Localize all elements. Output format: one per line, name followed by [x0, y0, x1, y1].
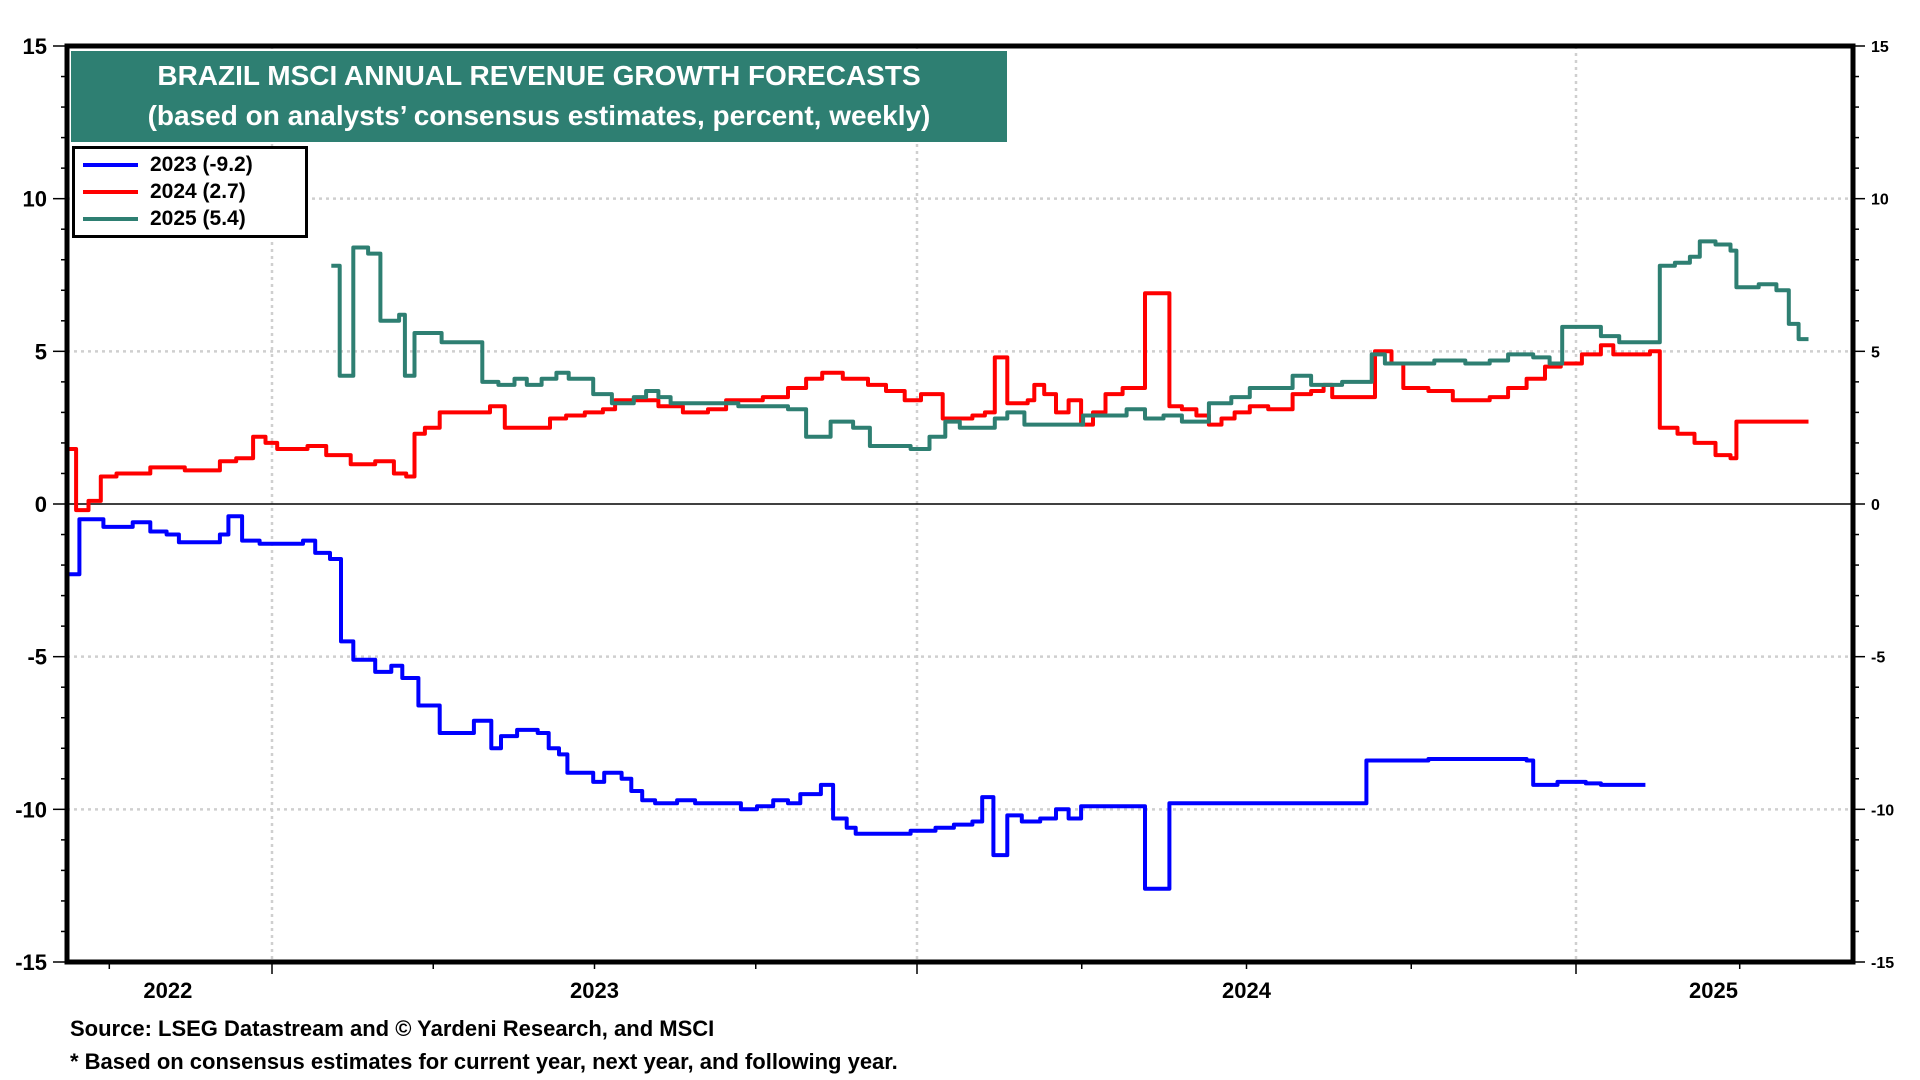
- x-tick-label: 2024: [1222, 978, 1272, 1003]
- legend-label: 2025 (5.4): [150, 206, 246, 230]
- y-tick-label-right: 5: [1871, 344, 1880, 361]
- series-line-2024: [67, 291, 1809, 513]
- series-line-2025: [331, 239, 1809, 451]
- y-tick-label-left: -10: [15, 797, 47, 822]
- y-tick-label-right: -5: [1871, 650, 1885, 667]
- footnote: * Based on consensus estimates for curre…: [70, 1049, 898, 1074]
- y-tick-label-right: 10: [1871, 192, 1889, 209]
- legend-swatch-red: [83, 189, 138, 194]
- y-tick-label-right: 15: [1871, 39, 1889, 56]
- x-tick-label: 2022: [143, 978, 192, 1003]
- legend-item-2025: 2025 (5.4): [75, 205, 305, 232]
- y-tick-label-right: -10: [1871, 802, 1894, 819]
- x-tick-label: 2025: [1689, 978, 1738, 1003]
- y-axis-left: 15 10 5 0 -5 -10 -15: [15, 34, 67, 975]
- x-tick-label: 2023: [570, 978, 619, 1003]
- y-tick-label-right: -15: [1871, 955, 1894, 972]
- source-note: Source: LSEG Datastream and © Yardeni Re…: [70, 1016, 715, 1041]
- y-axis-right: 15 10 5 0 -5 -10 -15: [1853, 39, 1894, 972]
- y-tick-label-left: 15: [23, 34, 47, 59]
- y-tick-label-left: 0: [35, 492, 47, 517]
- y-tick-label-left: 5: [35, 339, 47, 364]
- y-tick-label-left: -5: [27, 645, 47, 670]
- footer: Source: LSEG Datastream and © Yardeni Re…: [70, 1012, 898, 1078]
- legend-item-2023: 2023 (-9.2): [75, 151, 305, 178]
- legend-swatch-green: [83, 216, 138, 221]
- series-line-2023: [67, 514, 1646, 891]
- x-axis: 2022 2023 2024 2025: [108, 962, 1741, 1003]
- chart-title-box: BRAZIL MSCI ANNUAL REVENUE GROWTH FORECA…: [71, 51, 1007, 142]
- chart-subtitle: (based on analysts’ consensus estimates,…: [147, 100, 931, 131]
- y-tick-label-right: 0: [1871, 497, 1880, 514]
- legend-item-2024: 2024 (2.7): [75, 178, 305, 205]
- y-tick-label-left: 10: [23, 187, 47, 212]
- legend: 2023 (-9.2) 2024 (2.7) 2025 (5.4): [72, 146, 308, 238]
- legend-label: 2024 (2.7): [150, 179, 246, 203]
- legend-swatch-blue: [83, 162, 138, 167]
- y-tick-label-left: -15: [15, 950, 47, 975]
- grid-lines: [67, 46, 1853, 962]
- series-group: [67, 239, 1809, 891]
- chart-title: BRAZIL MSCI ANNUAL REVENUE GROWTH FORECA…: [157, 60, 921, 91]
- legend-label: 2023 (-9.2): [150, 152, 253, 176]
